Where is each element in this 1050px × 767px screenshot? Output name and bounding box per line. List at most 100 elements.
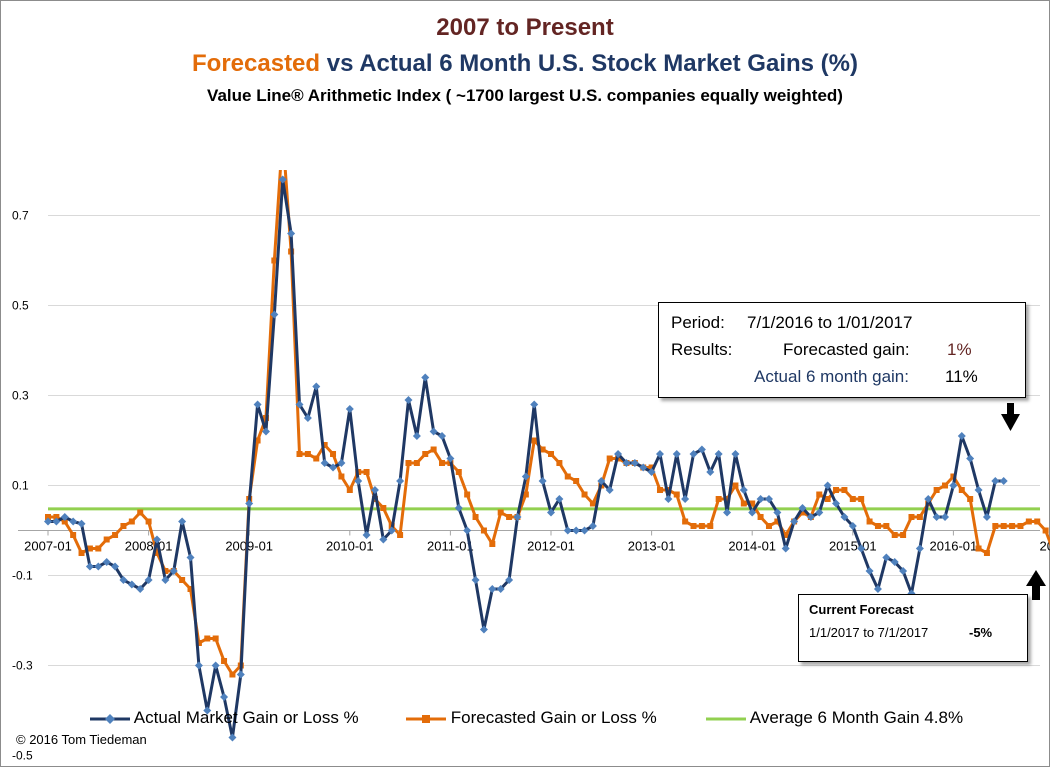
forecast-point	[497, 509, 504, 516]
actual-point	[882, 553, 891, 562]
actual-point	[697, 445, 706, 454]
forecast-point	[833, 487, 840, 493]
actual-point	[832, 499, 841, 508]
actual-point	[337, 459, 346, 467]
current-forecast-period: 1/1/2017 to 7/1/2017	[809, 625, 929, 640]
forecast-point	[86, 545, 93, 552]
forecast-point	[732, 482, 739, 489]
x-tick-label: 2017	[1040, 539, 1050, 554]
forecast-point	[61, 518, 68, 525]
forecast-point	[413, 460, 420, 466]
actual-point	[513, 513, 522, 521]
actual-point	[136, 585, 145, 593]
forecast-point	[799, 509, 806, 516]
actual-point	[563, 526, 572, 535]
actual-point	[505, 576, 514, 584]
forecast-point	[53, 514, 60, 520]
actual-point	[781, 544, 790, 553]
forecast-point	[656, 487, 663, 493]
x-tick-label: 2011-01	[427, 539, 474, 554]
forecast-point	[70, 532, 77, 538]
actual-gain-value: 11%	[945, 367, 978, 386]
forecast-point	[1034, 518, 1041, 525]
x-tick-label: 2016-01	[930, 539, 978, 554]
actual-point	[748, 508, 757, 517]
actual-point	[823, 481, 832, 490]
actual-point	[664, 495, 673, 503]
actual-point	[178, 517, 187, 526]
actual-point	[287, 229, 296, 238]
actual-point	[588, 522, 597, 530]
actual-point	[865, 567, 874, 575]
forecast-point	[280, 132, 286, 138]
actual-point	[597, 477, 606, 485]
forecast-point	[548, 451, 554, 457]
y-tick-label: 0.1	[12, 479, 29, 493]
actual-point	[253, 400, 262, 409]
forecast-point	[707, 523, 714, 529]
actual-point	[714, 450, 723, 458]
forecast-point	[95, 545, 102, 552]
forecast-point	[422, 451, 429, 457]
actual-point	[731, 450, 740, 458]
title-rest: 6 Month U.S. Stock Market Gains (%)	[432, 50, 858, 77]
actual-point	[723, 508, 732, 517]
actual-point	[848, 522, 857, 530]
forecast-point	[480, 527, 487, 534]
actual-point	[622, 459, 631, 467]
actual-gain-label: Actual 6 month gain:	[754, 367, 909, 386]
forecast-point	[933, 487, 940, 493]
actual-point	[119, 576, 128, 584]
forecast-point	[195, 640, 202, 646]
forecast-point	[774, 518, 781, 525]
forecast-point	[522, 491, 529, 498]
forecast-point	[1025, 518, 1032, 525]
forecast-point	[153, 550, 160, 556]
actual-point	[278, 175, 287, 184]
forecast-point	[506, 514, 513, 520]
actual-point	[538, 477, 547, 485]
forecast-point	[556, 460, 563, 466]
actual-point	[966, 454, 975, 463]
forecast-point	[992, 523, 999, 529]
forecast-point	[983, 550, 990, 556]
actual-point	[706, 468, 715, 476]
actual-point	[270, 310, 279, 319]
title-actual-word: Actual	[359, 50, 433, 77]
forecast-point	[782, 532, 789, 538]
results-label: Results:	[671, 340, 733, 359]
actual-point	[111, 562, 120, 571]
actual-point	[94, 562, 103, 571]
legend-item-average: Average 6 Month Gain 4.8%	[706, 708, 963, 728]
legend-label-actual: Actual Market Gain or Loss %	[133, 708, 359, 727]
actual-point	[773, 508, 782, 517]
forecast-point	[346, 487, 353, 493]
forecast-point	[162, 568, 169, 574]
forecast-point	[975, 545, 982, 552]
legend-diamond-marker-icon	[90, 713, 130, 724]
forecast-point	[606, 455, 613, 462]
actual-point	[572, 526, 581, 535]
actual-point	[454, 504, 463, 512]
forecast-point	[330, 451, 337, 457]
actual-point	[429, 427, 438, 436]
results-box: Period: 7/1/2016 to 1/01/2017 Results: F…	[658, 302, 1026, 398]
forecast-point	[1017, 523, 1024, 529]
y-tick-label: -0.5	[12, 749, 33, 763]
legend-line-marker-icon	[706, 717, 746, 721]
forecast-gain-value: 1%	[947, 340, 972, 359]
forecast-point	[891, 532, 898, 538]
forecast-point	[45, 514, 51, 520]
actual-point	[798, 504, 807, 512]
actual-point	[932, 513, 941, 521]
y-axis-ticks: -0.5 -0.3 -0.1 0.1 0.3 0.5 0.7	[12, 209, 33, 763]
forecast-point	[740, 500, 747, 507]
forecast-point	[967, 496, 974, 502]
forecast-point	[103, 536, 110, 543]
actual-point	[555, 495, 564, 503]
forecast-point	[1042, 527, 1049, 534]
forecast-point	[539, 446, 546, 453]
forecast-point	[673, 491, 680, 498]
forecast-point	[841, 487, 848, 493]
actual-point	[815, 508, 824, 517]
